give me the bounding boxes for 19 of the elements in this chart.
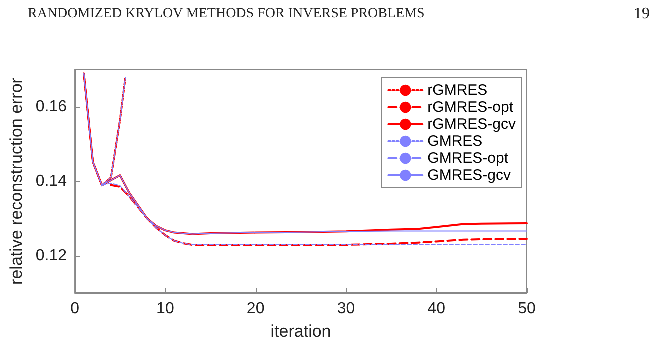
x-tick-label: 0 [70,300,80,318]
y-tick-label: 0.14 [36,173,68,190]
x-tick-label: 40 [428,300,446,318]
legend-label: GMRES [428,133,483,150]
text: RANDOMIZED KRYLOV METHODS FOR INVERSE PROBLEMS [28,6,425,22]
y-axis-title: relative reconstruction error [7,78,26,285]
y-tick-label: 0.16 [36,98,68,116]
text: 19 [634,6,650,22]
legend-label: GMRES-gcv [428,167,512,184]
x-tick-label: 10 [156,300,174,318]
legend-label: rGMRES [428,82,488,99]
y-tick-label: 0.12 [36,247,68,264]
x-tick-label: 50 [518,300,536,318]
legend-label: rGMRES-gcv [428,116,516,133]
x-tick-label: 20 [246,300,265,318]
x-tick-label: 30 [337,300,356,318]
legend-label: rGMRES-opt [428,99,514,116]
x-axis-title: iteration [270,322,332,341]
legend-label: GMRES-opt [428,150,510,167]
